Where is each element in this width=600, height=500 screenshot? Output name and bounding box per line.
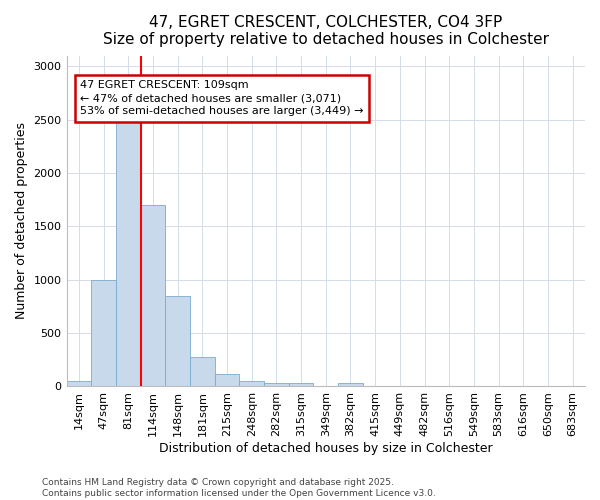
Title: 47, EGRET CRESCENT, COLCHESTER, CO4 3FP
Size of property relative to detached ho: 47, EGRET CRESCENT, COLCHESTER, CO4 3FP … <box>103 15 549 48</box>
Bar <box>165 296 190 386</box>
Bar <box>190 356 215 386</box>
Bar <box>289 384 313 386</box>
Text: 47 EGRET CRESCENT: 109sqm
← 47% of detached houses are smaller (3,071)
53% of se: 47 EGRET CRESCENT: 109sqm ← 47% of detac… <box>80 80 364 116</box>
X-axis label: Distribution of detached houses by size in Colchester: Distribution of detached houses by size … <box>159 442 493 455</box>
Bar <box>338 384 363 386</box>
Bar <box>239 380 264 386</box>
Y-axis label: Number of detached properties: Number of detached properties <box>15 122 28 320</box>
Bar <box>67 381 91 386</box>
Bar <box>215 374 239 386</box>
Bar <box>91 280 116 386</box>
Bar <box>116 120 140 386</box>
Bar <box>140 205 165 386</box>
Text: Contains HM Land Registry data © Crown copyright and database right 2025.
Contai: Contains HM Land Registry data © Crown c… <box>42 478 436 498</box>
Bar <box>264 384 289 386</box>
